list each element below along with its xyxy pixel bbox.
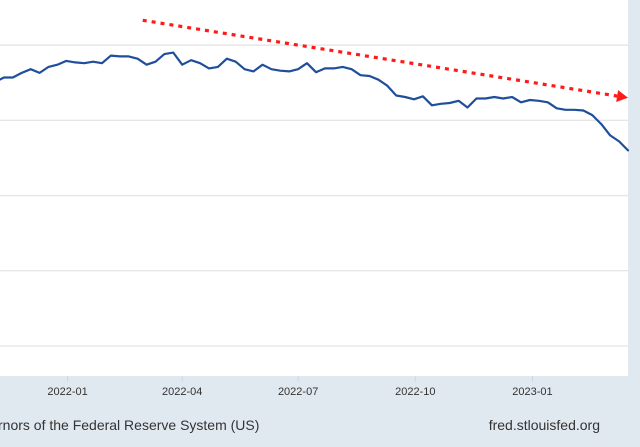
x-tick-label-2: 2022-07 xyxy=(278,386,318,398)
x-tick-label-1: 2022-04 xyxy=(162,386,202,398)
gridlines xyxy=(0,44,628,347)
x-tick-label-3: 2022-10 xyxy=(395,386,435,398)
source-credit: rnors of the Federal Reserve System (US) xyxy=(0,417,259,433)
x-axis-ticks xyxy=(67,376,533,382)
x-axis-labels: 2022-01 2022-04 2022-07 2022-10 2023-01 xyxy=(47,386,552,398)
trend-arrow xyxy=(142,18,628,102)
x-tick-label-0: 2022-01 xyxy=(47,386,87,398)
trend-arrowhead xyxy=(616,90,628,102)
series-line xyxy=(0,51,630,152)
fred-site-link[interactable]: fred.stlouisfed.org xyxy=(489,417,600,433)
x-tick-label-4: 2023-01 xyxy=(512,386,552,398)
plot-background xyxy=(0,0,628,376)
